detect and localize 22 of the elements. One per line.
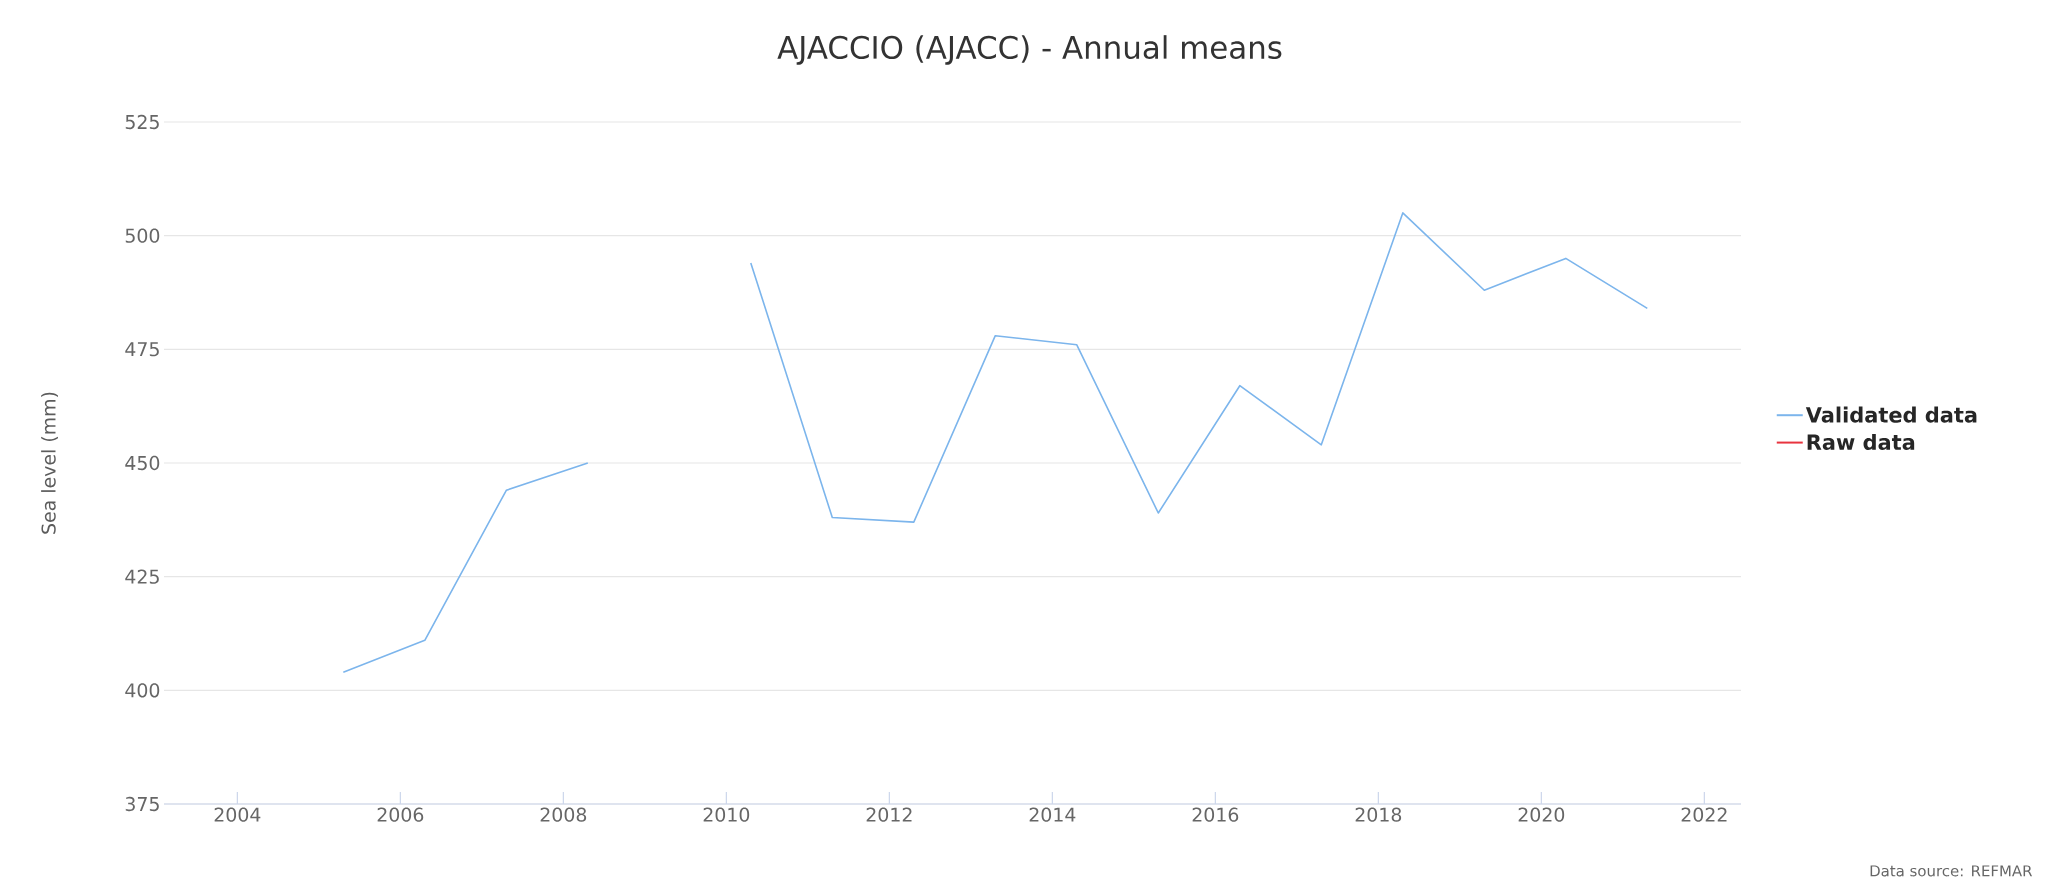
y-tick-label: 425	[125, 569, 159, 584]
y-axis-title: Sea level (mm)	[41, 392, 58, 534]
chart-title: AJACCIO (AJACC) - Annual means	[777, 35, 1282, 65]
x-tick-label: 2008	[540, 807, 587, 822]
legend-label: Validated data	[1805, 406, 1977, 423]
x-tick-label: 2014	[1029, 807, 1076, 822]
y-tick-label: 500	[125, 228, 160, 243]
legend-label: Raw data	[1807, 433, 1915, 451]
y-tick-label: 475	[125, 342, 159, 357]
x-tick-label: 2018	[1355, 807, 1402, 822]
x-tick-label: 2004	[214, 807, 261, 822]
x-tick-label: 2016	[1192, 807, 1239, 822]
y-tick-label: 375	[125, 796, 159, 812]
source-note: Data source: REFMAR	[1870, 865, 2033, 877]
y-tick-label: 400	[125, 683, 160, 698]
x-tick-label: 2010	[703, 807, 750, 822]
x-tick-label: 2006	[377, 807, 424, 822]
x-tick-label: 2022	[1681, 807, 1727, 822]
x-tick-label: 2020	[1518, 807, 1565, 822]
y-tick-label: 450	[125, 455, 160, 471]
x-tick-label: 2012	[866, 807, 912, 822]
y-tick-label: 525	[125, 114, 159, 130]
